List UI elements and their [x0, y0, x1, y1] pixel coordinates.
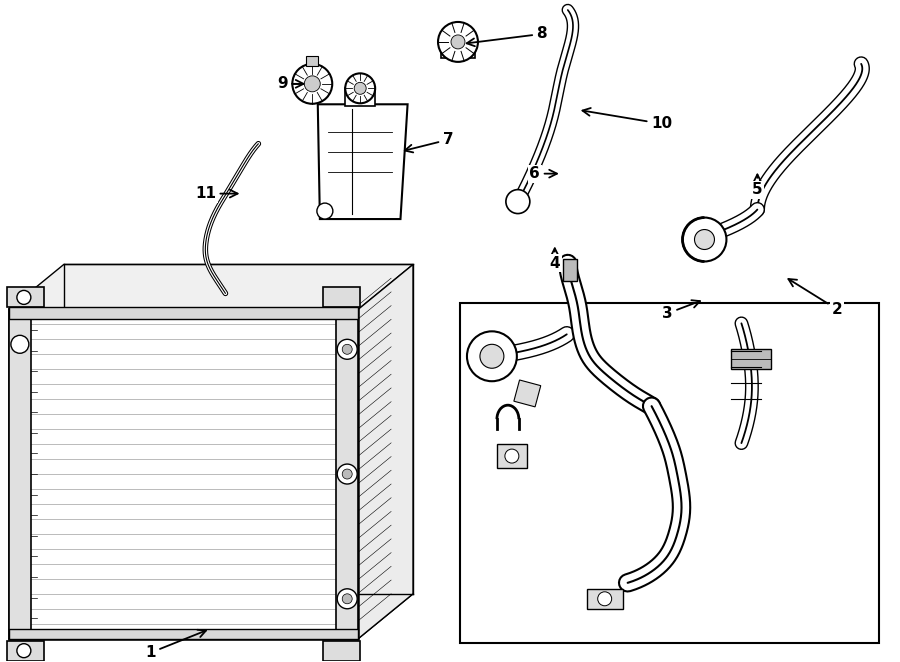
- Text: 5: 5: [752, 175, 762, 197]
- Circle shape: [451, 35, 465, 49]
- Bar: [497, 444, 526, 468]
- Circle shape: [506, 189, 530, 214]
- Polygon shape: [337, 309, 358, 639]
- Text: 4: 4: [550, 248, 560, 271]
- Bar: [441, 42, 475, 58]
- Text: 7: 7: [405, 132, 454, 152]
- Circle shape: [342, 469, 352, 479]
- Circle shape: [338, 589, 357, 609]
- Polygon shape: [9, 594, 413, 639]
- Circle shape: [695, 230, 715, 250]
- Bar: [514, 380, 541, 407]
- Bar: [562, 260, 577, 281]
- Polygon shape: [9, 309, 31, 639]
- Circle shape: [346, 73, 375, 103]
- Text: 3: 3: [662, 300, 700, 321]
- Circle shape: [304, 76, 320, 92]
- Polygon shape: [9, 309, 358, 639]
- Circle shape: [317, 203, 333, 219]
- Circle shape: [467, 331, 517, 381]
- Circle shape: [11, 336, 29, 354]
- Text: 1: 1: [146, 630, 206, 660]
- Polygon shape: [318, 105, 408, 219]
- Circle shape: [598, 592, 612, 606]
- Bar: [587, 589, 623, 609]
- Bar: [9, 307, 358, 319]
- Text: 10: 10: [582, 108, 672, 131]
- Polygon shape: [358, 264, 413, 639]
- Polygon shape: [7, 287, 44, 307]
- Text: 11: 11: [195, 186, 238, 201]
- Circle shape: [338, 340, 357, 359]
- Circle shape: [342, 344, 352, 354]
- Circle shape: [17, 643, 31, 657]
- Circle shape: [338, 464, 357, 484]
- Circle shape: [480, 344, 504, 368]
- Polygon shape: [7, 641, 44, 661]
- Bar: [306, 56, 319, 66]
- Circle shape: [342, 594, 352, 604]
- Text: 9: 9: [277, 76, 303, 91]
- Polygon shape: [323, 287, 360, 307]
- Circle shape: [438, 22, 478, 62]
- Circle shape: [355, 82, 366, 94]
- Circle shape: [292, 64, 332, 104]
- Polygon shape: [323, 641, 360, 661]
- Circle shape: [505, 449, 519, 463]
- Text: 8: 8: [467, 26, 547, 46]
- Bar: [460, 303, 879, 643]
- Circle shape: [17, 291, 31, 305]
- Bar: [732, 350, 771, 369]
- Text: 2: 2: [788, 279, 842, 317]
- Polygon shape: [9, 264, 413, 309]
- Bar: [346, 88, 375, 107]
- Text: 6: 6: [529, 166, 557, 181]
- Bar: [9, 629, 358, 639]
- Circle shape: [682, 218, 726, 261]
